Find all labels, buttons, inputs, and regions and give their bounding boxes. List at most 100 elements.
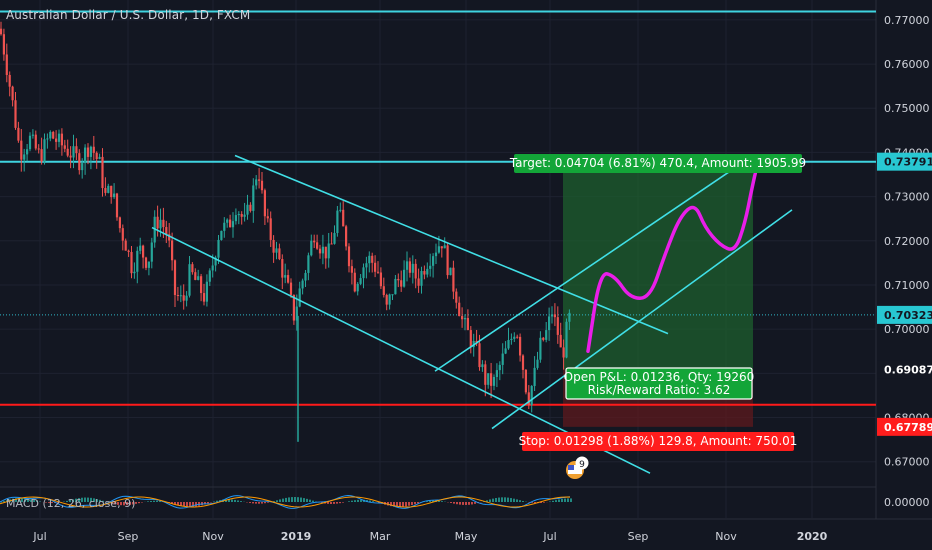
candle-body (318, 248, 322, 254)
macd-histogram-bar (21, 498, 23, 502)
price-tick-label: 0.72000 (884, 235, 930, 248)
trendline (491, 209, 793, 430)
macd-histogram-bar (450, 502, 452, 503)
macd-histogram-bar (135, 502, 137, 504)
macd-histogram-bar (3, 501, 5, 502)
candle-body (539, 337, 542, 360)
candle-body (287, 275, 290, 283)
candle-body (504, 348, 507, 354)
macd-histogram-bar (327, 502, 329, 504)
candle-body (339, 209, 342, 211)
macd-histogram-bar (336, 502, 338, 504)
macd-histogram-bar (348, 501, 350, 502)
price-tick-label: 0.70000 (884, 323, 930, 336)
candle-body (121, 228, 124, 241)
candle-body (272, 239, 275, 253)
projection-curve (586, 159, 760, 353)
macd-histogram-bar (486, 500, 488, 502)
price-marker-box (877, 152, 932, 171)
candle-body (556, 317, 559, 335)
macd-histogram-bar (360, 499, 362, 502)
candle-body (347, 246, 351, 267)
candle-body (330, 243, 333, 245)
candle-body (191, 264, 194, 273)
candle-body (72, 146, 75, 158)
candle-body (127, 250, 130, 252)
candle-body (490, 373, 493, 386)
macd-histogram-bar (282, 498, 284, 502)
event-count-circle (575, 456, 589, 470)
macd-histogram-bar (51, 502, 53, 504)
candle-body (458, 302, 461, 317)
candle-body (275, 248, 278, 253)
candle-body (214, 257, 217, 266)
candle-body (173, 260, 177, 295)
candle-body (371, 255, 374, 263)
candle-body (562, 347, 565, 358)
candle-body (159, 219, 162, 229)
macd-histogram-bar (126, 502, 128, 506)
candle-body (397, 278, 400, 281)
candle-body (553, 314, 556, 318)
macd-histogram-bar (402, 502, 404, 507)
candle-body (379, 272, 382, 287)
candle-body (69, 155, 72, 158)
macd-histogram-bar (303, 498, 305, 502)
candle-body (84, 147, 87, 164)
event-badge[interactable]: 9 (566, 456, 589, 480)
pnl-text: Risk/Reward Ratio: 3.62 (588, 383, 731, 397)
macd-histogram-bar (432, 500, 434, 502)
candle-body (237, 214, 240, 216)
candle-body (11, 86, 14, 101)
macd-histogram-bar (264, 502, 266, 504)
candle-body (107, 185, 110, 193)
macd-histogram-bar (438, 500, 440, 502)
macd-histogram-bar (231, 499, 233, 502)
macd-histogram-bar (531, 502, 533, 503)
macd-histogram-bar (240, 501, 242, 502)
macd-histogram-bar (294, 497, 296, 502)
candle-body (278, 248, 281, 260)
candle-body (313, 240, 316, 243)
candle-body (144, 257, 148, 268)
projection-path[interactable] (586, 159, 760, 353)
candle-body (385, 294, 388, 305)
target-label-box (514, 154, 802, 173)
candle-body (449, 267, 452, 276)
macd-histogram-bar (75, 498, 77, 502)
candle-body (37, 148, 40, 150)
candle-body (197, 276, 200, 280)
macd-histogram-bar (228, 499, 230, 502)
macd-histogram-bar (504, 497, 506, 502)
time-axis[interactable]: Jul Sep Nov 2019 Mar May Jul Sep Nov 2020 (32, 530, 827, 543)
candle-body (350, 266, 353, 273)
stop-label: Stop: 0.01298 (1.88%) 129.8, Amount: 750… (519, 432, 797, 451)
macd-histogram-bar (87, 497, 89, 502)
candle-body (487, 373, 490, 385)
macd-histogram-bar (357, 499, 359, 502)
candle-body (374, 262, 377, 272)
pnl-label: Open P&L: 0.01236, Qty: 19260Risk/Reward… (564, 367, 754, 400)
price-tick-label: 0.73000 (884, 191, 930, 204)
candle-body (258, 179, 261, 181)
flag-icon-canton (568, 465, 574, 470)
macd-histogram-bar (138, 502, 140, 504)
macd-histogram-bar (396, 502, 398, 507)
trendline (434, 158, 749, 372)
macd-histogram-bar (471, 502, 473, 505)
candle-body (40, 149, 43, 162)
candle-body (63, 145, 66, 149)
macd-histogram-bar (78, 498, 80, 502)
candle-body (171, 240, 174, 261)
price-axis[interactable]: 0.770000.760000.750000.740000.730000.720… (877, 14, 932, 509)
chart-title: Australian Dollar / U.S. Dollar, 1D, FXC… (6, 8, 251, 22)
time-tick-label: Nov (202, 530, 224, 543)
candle-body (185, 295, 188, 301)
candle-body (162, 219, 165, 228)
macd-histogram-bar (534, 502, 536, 504)
macd-histogram-bar (288, 497, 290, 502)
candle-body (205, 281, 208, 302)
candle-body (176, 294, 179, 296)
time-tick-label: 2019 (281, 530, 312, 543)
